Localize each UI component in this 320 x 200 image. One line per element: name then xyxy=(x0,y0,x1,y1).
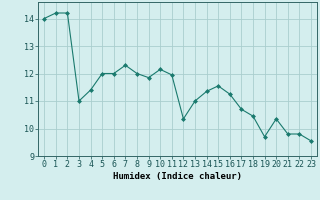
X-axis label: Humidex (Indice chaleur): Humidex (Indice chaleur) xyxy=(113,172,242,181)
